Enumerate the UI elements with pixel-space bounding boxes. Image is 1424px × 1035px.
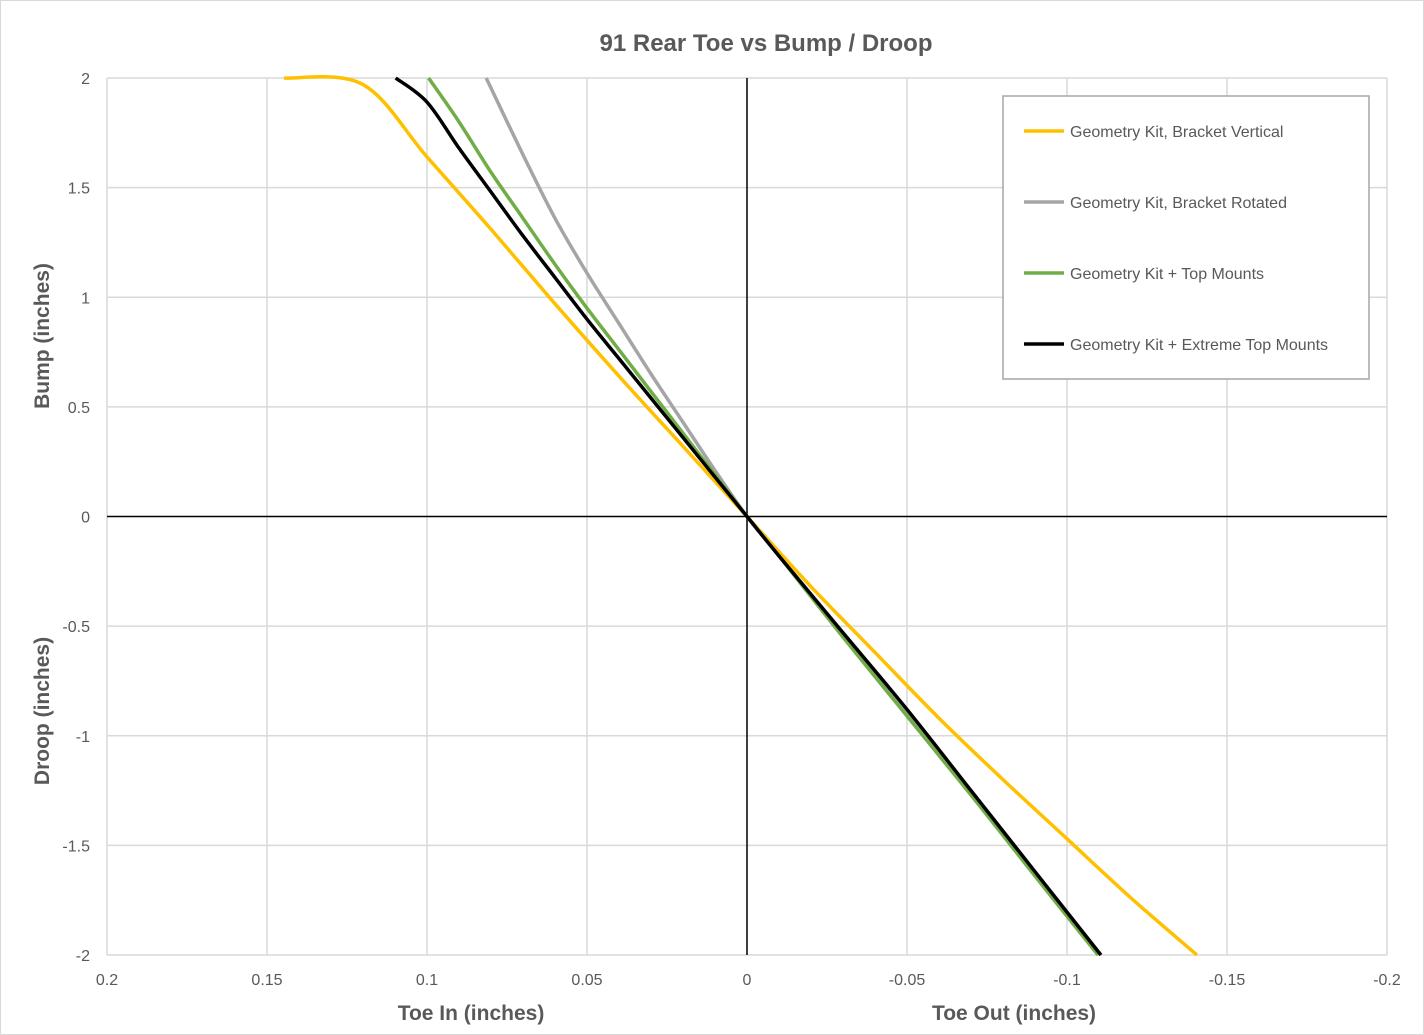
x-tick-label: 0.05 xyxy=(571,972,602,989)
chart-title: 91 Rear Toe vs Bump / Droop xyxy=(600,30,933,57)
y-tick-label: 0 xyxy=(81,510,90,527)
x-axis-title-toe-in: Toe In (inches) xyxy=(398,1002,545,1025)
legend-box xyxy=(1002,95,1370,380)
series-lines xyxy=(283,75,1199,957)
y-tick-label: -1 xyxy=(76,729,90,746)
y-axis-title-bump: Bump (inches) xyxy=(31,263,54,409)
y-tick-label: -0.5 xyxy=(62,619,90,636)
y-tick-label: 1.5 xyxy=(68,181,90,198)
legend: Geometry Kit, Bracket Vertical Geometry K… xyxy=(1002,95,1370,380)
x-tick-label: 0.15 xyxy=(251,972,282,989)
legend-label-2: Geometry Kit, Bracket Rotated xyxy=(1070,195,1287,212)
legend-label-3: Geometry Kit + Top Mounts xyxy=(1070,266,1264,283)
series-line-4 xyxy=(394,76,1103,957)
y-axis-title-droop: Droop (inches) xyxy=(31,637,54,785)
y-tick-labels: 2 1.5 1 0.5 0 -0.5 -1 -1.5 -2 xyxy=(62,71,90,965)
x-axis-title-toe-out: Toe Out (inches) xyxy=(932,1002,1096,1025)
x-tick-label: -0.05 xyxy=(889,972,926,989)
y-tick-label: -1.5 xyxy=(62,838,90,855)
x-tick-label: 0.2 xyxy=(96,972,118,989)
x-tick-label: 0 xyxy=(743,972,752,989)
legend-label-1: Geometry Kit, Bracket Vertical xyxy=(1070,124,1283,141)
x-tick-label: -0.1 xyxy=(1053,972,1081,989)
x-tick-label: 0.1 xyxy=(416,972,438,989)
y-tick-label: 2 xyxy=(81,71,90,88)
y-tick-label: -2 xyxy=(76,948,90,965)
x-tick-label: -0.2 xyxy=(1373,972,1401,989)
x-tick-label: -0.15 xyxy=(1209,972,1246,989)
y-tick-label: 1 xyxy=(81,290,90,307)
y-tick-label: 0.5 xyxy=(68,400,90,417)
legend-label-4: Geometry Kit + Extreme Top Mounts xyxy=(1070,337,1328,354)
x-tick-labels: 0.2 0.15 0.1 0.05 0 -0.05 -0.1 -0.15 -0.2 xyxy=(96,972,1401,989)
